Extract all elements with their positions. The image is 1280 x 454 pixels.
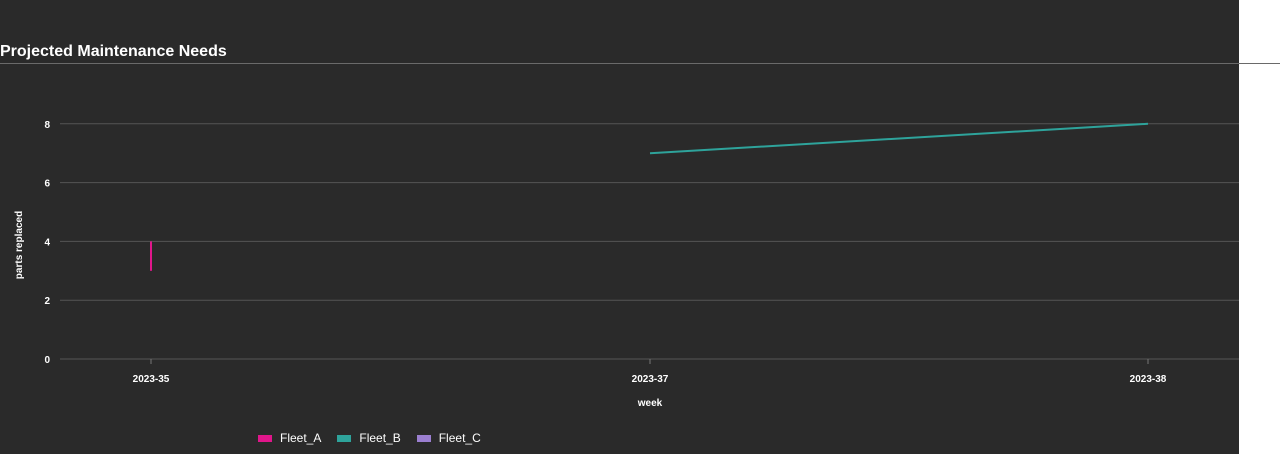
legend-swatch xyxy=(416,434,431,442)
chart-title: Projected Maintenance Needs xyxy=(0,43,227,60)
legend-item-fleet-a[interactable]: Fleet_A xyxy=(258,431,321,445)
y-axis-label: parts replaced xyxy=(14,211,25,279)
plot-area: 0 2 4 6 8 2023-35 2023-37 2023-38 week parts re… xyxy=(14,120,1239,409)
legend: Fleet_A Fleet_B Fleet_C xyxy=(258,431,497,445)
legend-item-fleet-b[interactable]: Fleet_B xyxy=(337,431,401,445)
legend-label: Fleet_B xyxy=(359,431,401,445)
title-divider xyxy=(0,63,1280,64)
legend-label: Fleet_C xyxy=(438,431,481,445)
legend-swatch xyxy=(337,434,352,442)
x-tick-label: 2023-38 xyxy=(1130,374,1167,385)
y-tick-label: 4 xyxy=(44,237,50,248)
legend-label: Fleet_A xyxy=(280,431,322,445)
x-tick-label: 2023-35 xyxy=(133,374,170,385)
y-tick-label: 6 xyxy=(44,179,50,190)
legend-item-fleet-c[interactable]: Fleet_C xyxy=(416,431,481,445)
series-fleet-b-line xyxy=(649,122,1149,155)
x-axis-label: week xyxy=(637,398,663,409)
chart-panel: Projected Maintenance Needs 0 2 4 6 8 2023-35… xyxy=(0,0,1239,454)
y-tick-label: 2 xyxy=(44,296,50,307)
y-tick-label: 0 xyxy=(44,355,50,366)
x-tick-label: 2023-37 xyxy=(632,374,669,385)
legend-swatch xyxy=(258,434,272,442)
y-tick-label: 8 xyxy=(44,120,50,131)
